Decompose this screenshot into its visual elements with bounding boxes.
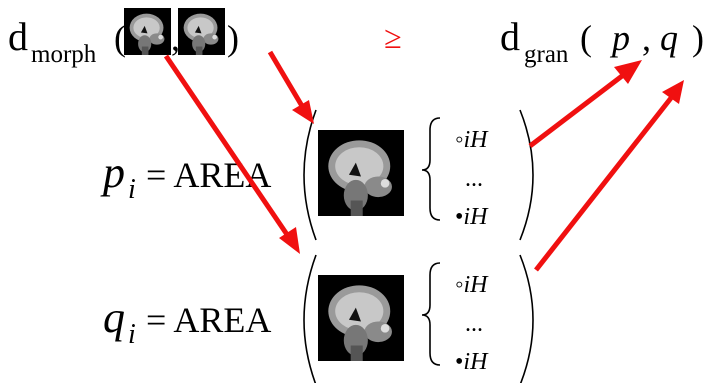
big-paren xyxy=(520,110,533,240)
op-symbol: • xyxy=(455,204,463,230)
left-sub: morph xyxy=(31,41,97,68)
big-paren xyxy=(304,255,316,383)
mri-image xyxy=(318,275,404,361)
op-text: iH xyxy=(464,127,490,153)
op: ... xyxy=(465,166,483,192)
op-symbol: ◦ xyxy=(455,272,464,298)
open-paren: ( xyxy=(580,18,592,58)
op: •iH xyxy=(455,204,489,230)
left-d: d xyxy=(8,14,28,59)
mri-image xyxy=(318,130,404,216)
op-symbol: ◦ xyxy=(455,127,464,153)
diagram: d morph ( , ) ≥ d gran ( p , q ) pi= ARE… xyxy=(0,0,717,383)
close-paren: ) xyxy=(692,18,704,58)
big-paren xyxy=(304,110,316,240)
row-eq: = AREA xyxy=(146,155,271,195)
p-var: p xyxy=(609,18,630,58)
big-paren xyxy=(520,255,533,383)
op-symbol: • xyxy=(455,349,463,375)
mri-thumb xyxy=(124,8,171,55)
op-text: iH xyxy=(463,349,489,375)
op: ◦iH xyxy=(455,272,489,298)
row-sub: i xyxy=(128,174,136,205)
mri-thumb xyxy=(178,8,225,55)
comma: , xyxy=(642,18,651,58)
op-text: ... xyxy=(465,311,483,337)
right-sub: gran xyxy=(524,41,569,68)
q-var: q xyxy=(660,18,678,58)
row-var: q xyxy=(103,293,125,342)
relation: ≥ xyxy=(384,19,402,55)
brace xyxy=(422,263,440,365)
close-paren: ) xyxy=(227,18,239,58)
right-d: d xyxy=(500,14,520,59)
row-sub: i xyxy=(128,319,136,350)
op: •iH xyxy=(455,349,489,375)
row-eq: = AREA xyxy=(146,300,271,340)
op-text: ... xyxy=(465,166,483,192)
op: ◦iH xyxy=(455,127,489,153)
row-var: p xyxy=(100,148,125,197)
op-text: iH xyxy=(464,272,490,298)
op-text: iH xyxy=(463,204,489,230)
brace xyxy=(422,118,440,220)
op: ... xyxy=(465,311,483,337)
